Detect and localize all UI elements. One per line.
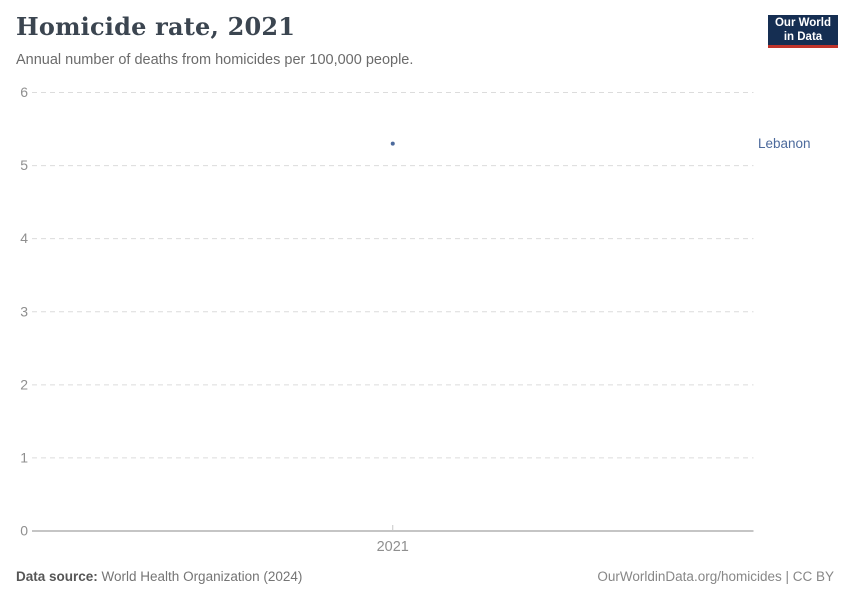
data-source-value: World Health Organization (2024) [97, 569, 303, 584]
chart-subtitle: Annual number of deaths from homicides p… [16, 52, 414, 68]
x-tick-label: 2021 [377, 539, 409, 555]
data-point[interactable] [390, 141, 395, 146]
y-tick-label: 6 [20, 84, 28, 100]
owid-logo-line1: Our World [774, 16, 831, 29]
page-title: Homicide rate, 2021 [16, 12, 296, 41]
data-source: Data source: World Health Organization (… [16, 569, 302, 584]
y-tick-label: 2 [20, 376, 28, 392]
y-tick-label: 0 [20, 523, 28, 539]
chart-footer: Data source: World Health Organization (… [16, 569, 834, 584]
owid-logo[interactable]: Our World in Data [768, 15, 838, 48]
footer-credit-link[interactable]: OurWorldinData.org/homicides | CC BY [597, 569, 834, 584]
y-tick-label: 3 [20, 303, 28, 319]
y-tick-label: 1 [20, 449, 28, 465]
y-tick-label: 4 [20, 230, 28, 246]
y-tick-label: 5 [20, 157, 28, 173]
owid-logo-line2: in Data [783, 31, 823, 43]
data-source-label: Data source: [16, 569, 98, 584]
entity-label[interactable]: Lebanon [758, 136, 811, 151]
